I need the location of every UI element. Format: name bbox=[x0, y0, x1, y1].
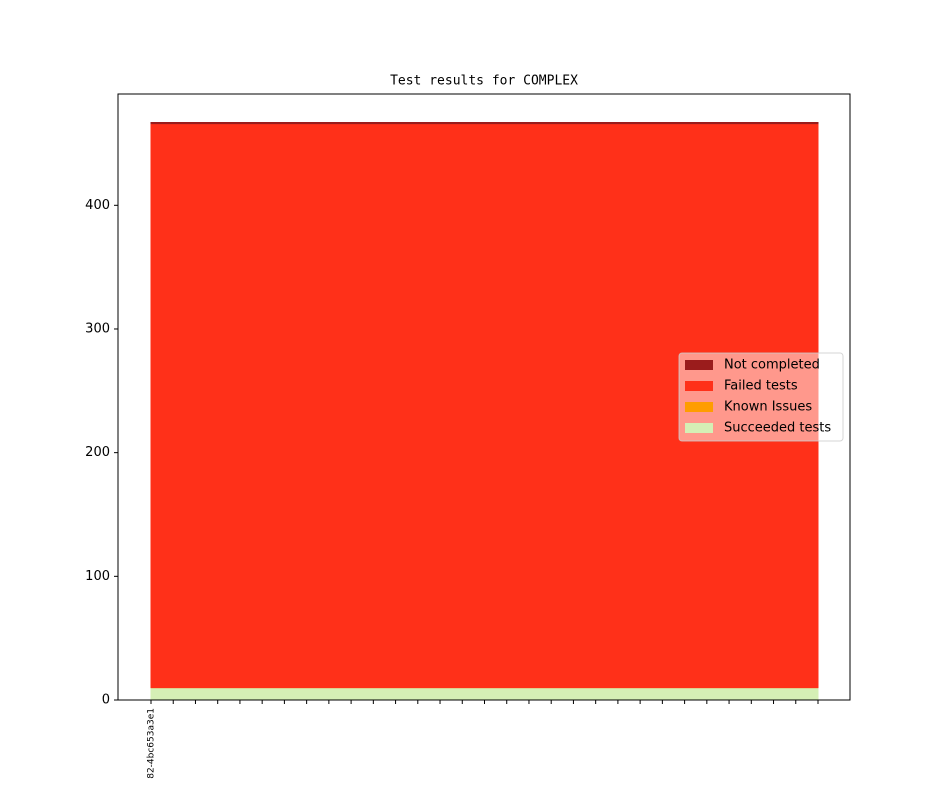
y-tick-label: 300 bbox=[85, 321, 110, 336]
legend-label: Succeeded tests bbox=[724, 421, 831, 436]
chart-title: Test results for COMPLEX bbox=[390, 74, 578, 89]
legend-swatch bbox=[685, 402, 713, 412]
y-tick-label: 0 bbox=[102, 693, 110, 708]
area bbox=[150, 121, 819, 125]
area bbox=[150, 687, 819, 701]
y-tick-label: 200 bbox=[85, 445, 110, 460]
y-tick-label: 100 bbox=[85, 569, 110, 584]
y-tick-label: 400 bbox=[85, 198, 110, 213]
legend: Not completed Failed tests Known Issues Suc… bbox=[678, 352, 844, 442]
legend-swatch bbox=[685, 360, 713, 370]
legend-label: Not completed bbox=[724, 358, 820, 373]
legend-label: Failed tests bbox=[724, 379, 798, 394]
legend-swatch bbox=[685, 381, 713, 391]
legend-swatch bbox=[685, 423, 713, 433]
x-tick-label: 82-4bc653a3e1 bbox=[147, 708, 157, 779]
legend-label: Known Issues bbox=[724, 400, 812, 415]
legend-box bbox=[678, 352, 844, 442]
